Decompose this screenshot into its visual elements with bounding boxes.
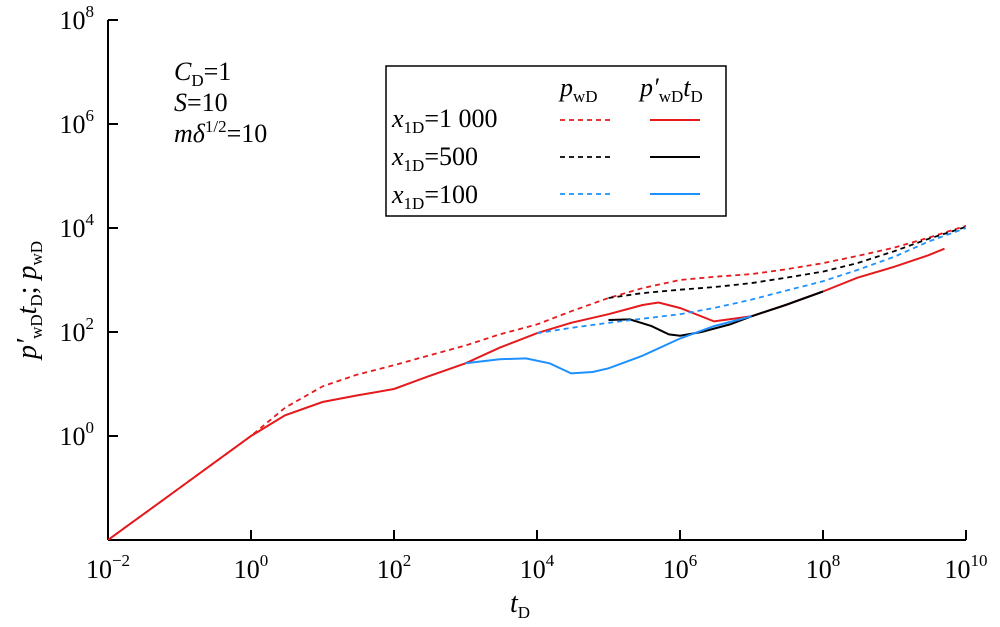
legend-label-100: x1D=100 [391,180,478,213]
legend-header-derivative: p′wDtD [638,73,703,106]
annotation-s: S=10 [174,88,228,117]
y-tick-label: 108 [60,2,95,35]
y-tick-label: 102 [60,314,95,347]
series-line-5 [465,315,752,375]
series-line-3 [608,290,824,337]
x-tick-label: 100 [234,551,269,584]
series-line-0 [108,224,966,540]
legend-label-500: x1D=500 [391,142,478,175]
legend-box [385,65,727,217]
legend: pwD p′wDtD x1D=1 000 x1D=500 x1D=100 [385,65,727,217]
axis-ticks: 10−2 100 102 104 106 108 1010 100 102 104 106 108 [60,2,988,584]
y-tick-label: 100 [60,418,95,451]
annotation-cd: CD=1 [174,57,231,90]
series-line-4 [536,227,966,335]
y-axis-label: p′wDtD; pwD [12,241,46,361]
series-line-2 [608,226,966,299]
parameter-annotations: CD=1 S=10 mδ1/2=10 [174,57,267,148]
x-tick-label: 10−2 [86,551,130,584]
y-tick-label: 104 [60,210,95,243]
series-layer [108,224,966,540]
x-tick-label: 106 [663,551,698,584]
legend-swatches [560,119,700,195]
x-tick-label: 1010 [945,551,988,584]
x-tick-label: 104 [520,551,555,584]
x-tick-label: 102 [377,551,412,584]
legend-label-1000: x1D=1 000 [391,104,498,137]
y-tick-label: 106 [60,106,95,139]
x-tick-label: 108 [806,551,841,584]
x-axis-label: tD [510,588,530,622]
legend-header-pwd: pwD [558,73,598,106]
annotation-m-delta: mδ1/2=10 [174,117,267,148]
